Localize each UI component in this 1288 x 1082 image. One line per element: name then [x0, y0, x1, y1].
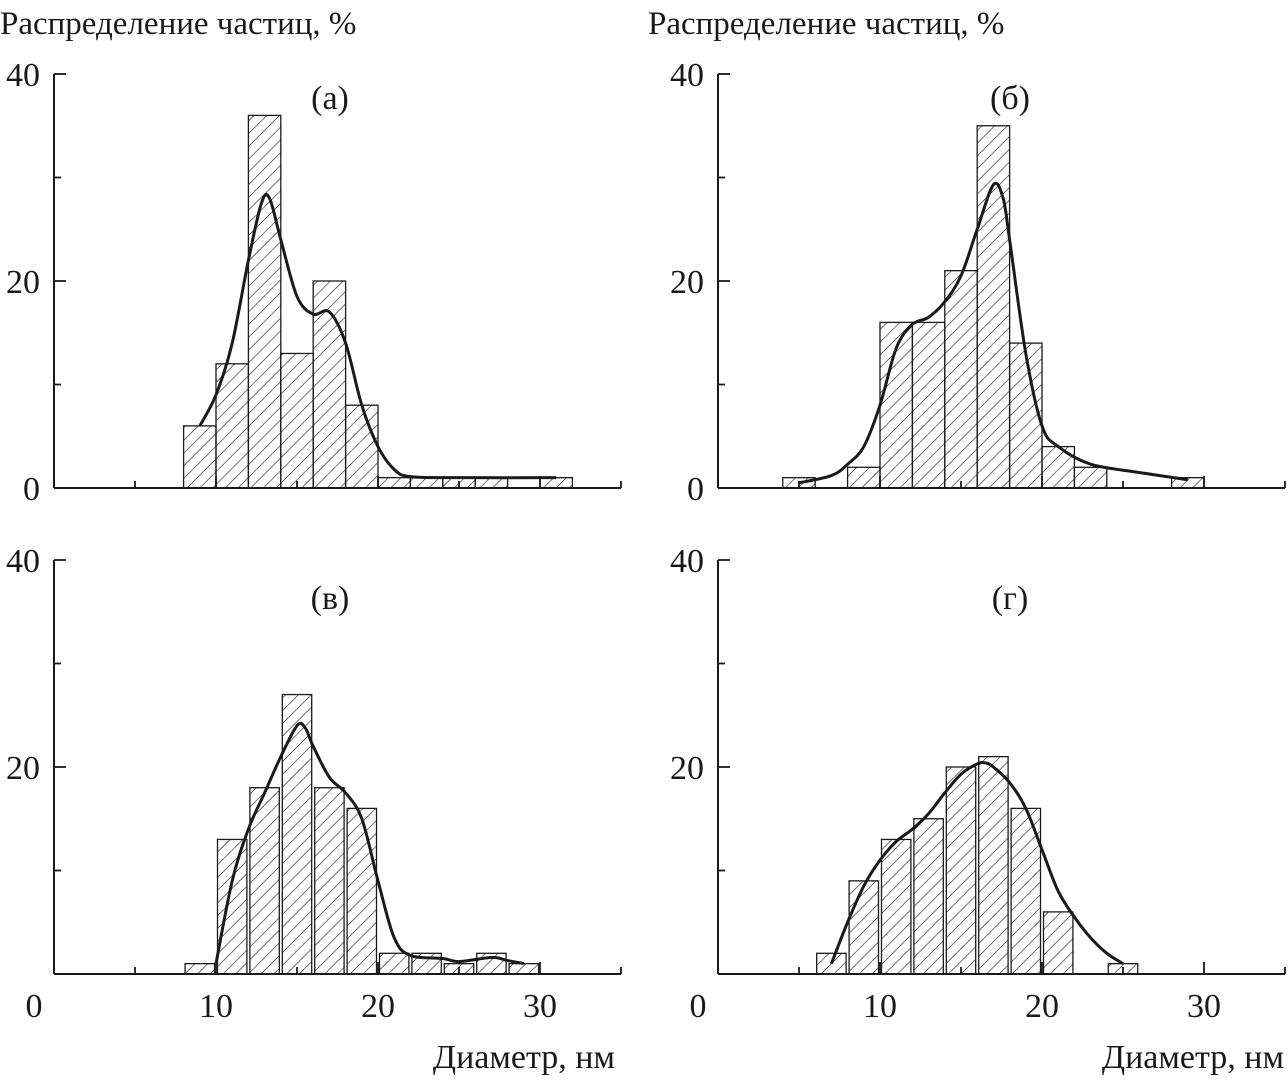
fit-curve [830, 760, 1124, 965]
y-tick-label: 0 [687, 471, 704, 508]
panel-label: (г) [992, 580, 1029, 617]
y-tick-label: 40 [670, 543, 704, 580]
x-tick-label: 0 [26, 988, 43, 1025]
y-tick-label: 40 [6, 543, 40, 580]
x-tick-label: 10 [199, 988, 233, 1025]
bar [249, 787, 280, 975]
x-tick-label: 10 [863, 988, 897, 1025]
x-tick-label: 30 [1187, 988, 1221, 1025]
bar [314, 787, 345, 975]
bar [346, 807, 378, 975]
fit-curve [798, 181, 1189, 485]
y-tick-label: 20 [6, 750, 40, 787]
bar [880, 838, 912, 975]
x-tick-label: 20 [361, 988, 395, 1025]
x-axis-title: Диаметр, нм [1102, 1039, 1284, 1076]
y-tick-label: 40 [670, 57, 704, 94]
bar [377, 476, 412, 489]
x-tick-label: 30 [523, 988, 557, 1025]
bar [913, 818, 944, 975]
bar [848, 880, 880, 975]
y-tick-label: 0 [23, 471, 40, 508]
panel-label: (а) [311, 80, 349, 117]
bar [846, 466, 881, 489]
bar [978, 756, 1009, 975]
bar [280, 352, 314, 489]
x-tick-label: 20 [1025, 988, 1059, 1025]
bar [182, 425, 217, 489]
bar [247, 114, 282, 489]
bar [281, 693, 313, 975]
x-tick-label: 0 [690, 988, 707, 1025]
y-tick-label: 20 [6, 264, 40, 301]
y-tick-label: 20 [670, 750, 704, 787]
bar [184, 963, 216, 975]
bar [911, 321, 946, 489]
bar [216, 838, 248, 975]
bar [1073, 466, 1108, 489]
bar [945, 766, 977, 975]
bar [944, 269, 978, 489]
y-tick-label: 20 [670, 264, 704, 301]
bar [344, 404, 379, 489]
bar [1042, 911, 1074, 975]
panel-label: (б) [990, 80, 1030, 117]
bar [1008, 342, 1043, 489]
chart-panel-2: 0 20 40 (б) Распределение частиц, % [648, 6, 1286, 508]
bar [539, 476, 574, 489]
y-axis-title: Распределение частиц, % [648, 6, 1004, 42]
y-tick-label: 40 [6, 57, 40, 94]
x-axis-title: Диаметр, нм [433, 1039, 615, 1076]
fit-curve [198, 192, 557, 480]
chart-panel-1: 0 20 40 (а) Распределение частиц, % [0, 6, 622, 508]
panel-label: (в) [311, 580, 350, 617]
y-axis-title: Распределение частиц, % [0, 6, 356, 42]
bar [378, 952, 410, 975]
bar [508, 963, 540, 975]
bar [312, 280, 347, 489]
chart-panel-4: 20 40 0 10 20 30 (г) Диаметр, нм [670, 543, 1286, 1076]
chart-panel-3: 20 40 0 10 20 30 (в) Диаметр, нм [6, 543, 622, 1076]
bar [409, 476, 444, 489]
fit-curve [214, 721, 525, 966]
bar [976, 125, 1011, 489]
